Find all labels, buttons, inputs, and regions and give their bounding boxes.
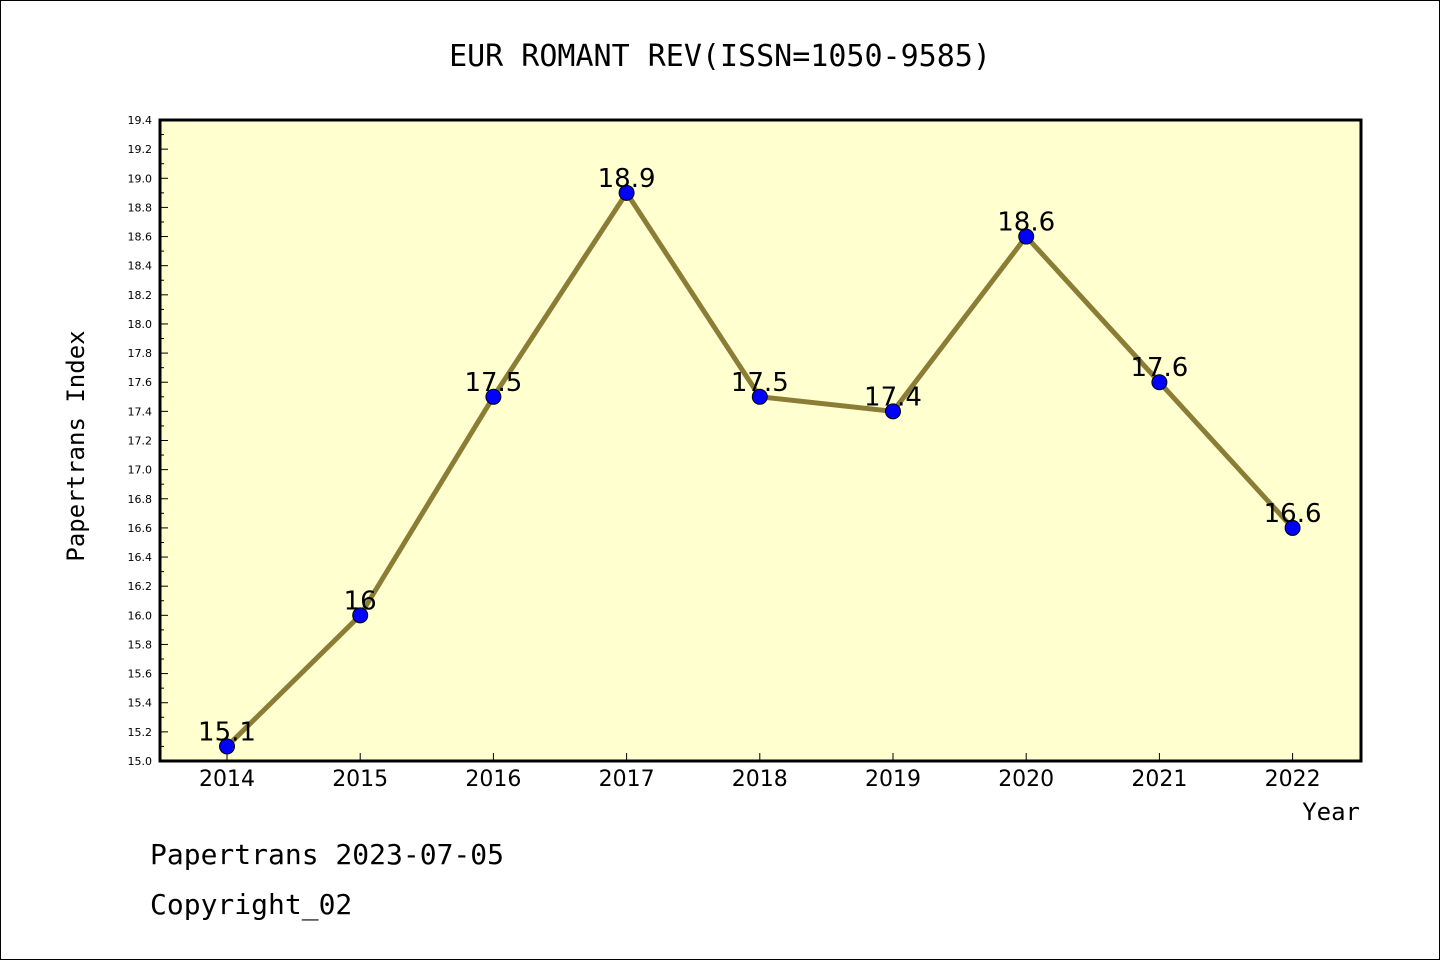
y-tick-label: 19.0 [128,172,153,185]
data-point [618,184,635,201]
y-tick-label: 15.8 [128,638,153,651]
y-tick-label: 18.6 [128,231,153,244]
data-label: 17.6 [1130,353,1188,383]
y-tick-label: 17.8 [128,347,153,360]
footer-date: Papertrans 2023-07-05 [150,838,504,871]
data-point [885,403,901,420]
data-label: 15.1 [198,717,256,747]
y-tick-label: 18.0 [128,318,153,331]
data-label: 17.5 [731,368,789,398]
y-tick-label: 16.4 [128,551,153,564]
y-axis-title: Papertrans Index [62,330,90,561]
y-tick-label: 18.8 [128,201,153,214]
data-point [751,388,768,405]
x-axis-title: Year [1302,798,1360,826]
data-point [352,607,369,624]
y-tick-label: 16.2 [128,580,153,593]
data-point [485,388,502,405]
y-tick-label: 17.6 [128,376,153,389]
y-tick-label: 15.2 [128,726,153,739]
y-tick-label: 19.4 [128,114,153,127]
x-tick-label: 2016 [465,767,521,792]
x-tick-label: 2021 [1131,767,1187,792]
y-tick-label: 16.8 [128,493,153,506]
y-tick-label: 17.2 [128,435,153,448]
data-label: 17.4 [864,382,922,412]
y-tick-label: 17.4 [128,405,153,418]
y-tick-label: 15.4 [128,697,153,710]
data-label: 16.6 [1264,499,1322,529]
y-tick-label: 18.2 [128,289,153,302]
y-tick-label: 15.0 [128,755,153,768]
data-point [1284,519,1301,536]
y-tick-label: 15.6 [128,668,153,681]
x-tick-label: 2022 [1265,767,1321,792]
x-tick-label: 2020 [998,767,1054,792]
data-point [219,738,235,755]
data-labels: 15.1 16 17.5 18.9 17.5 17.4 18.6 17.6 16.6 [198,164,1321,748]
y-tick-label: 17.0 [128,464,153,477]
data-points [219,184,1301,755]
data-label: 16 [344,586,377,616]
x-tick-label: 2018 [732,767,788,792]
data-point [1151,374,1168,391]
plot-area [158,118,1363,763]
y-tick-label: 19.2 [128,143,153,156]
y-axis: 15.0 15.2 15.4 15.6 15.8 16.0 16.2 16.4 16.6 16.8… [128,114,168,768]
footer-copyright: Copyright_02 [150,888,352,922]
x-tick-label: 2019 [865,767,921,792]
y-tick-label: 16.0 [128,609,153,622]
x-tick-label: 2015 [332,767,388,792]
chart-title: EUR ROMANT REV(ISSN=1050-9585) [449,39,991,74]
data-point [1018,228,1035,245]
y-tick-label: 18.4 [128,260,153,273]
x-tick-label: 2014 [199,767,255,792]
data-label: 17.5 [464,368,522,398]
data-label: 18.9 [598,164,656,194]
data-label: 18.6 [997,208,1055,238]
x-tick-label: 2017 [599,767,655,792]
x-axis: 2014 2015 2016 2017 2018 2019 2020 2021 2022 [199,753,1321,792]
y-tick-label: 16.6 [128,522,153,535]
